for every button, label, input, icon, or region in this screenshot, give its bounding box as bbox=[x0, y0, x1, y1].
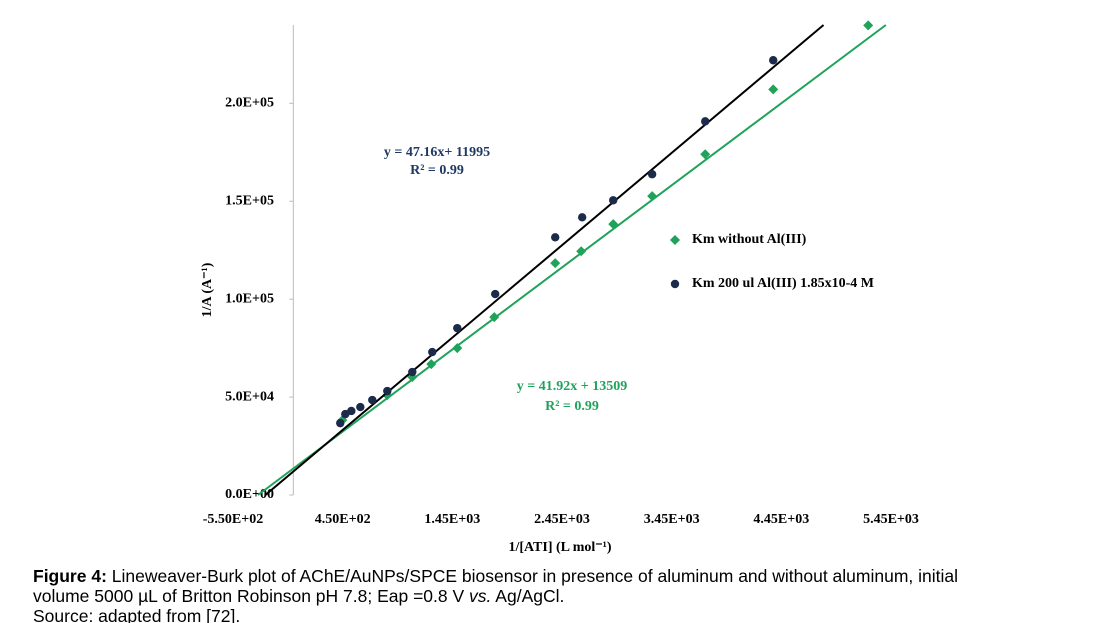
legend-marker bbox=[670, 235, 680, 245]
data-point bbox=[551, 233, 560, 242]
caption-text: volume 5000 µL of Britton Robinson pH 7.… bbox=[33, 586, 470, 606]
x-tick-label: 3.45E+03 bbox=[644, 512, 700, 527]
data-point bbox=[452, 343, 463, 354]
caption-line: Figure 4: Lineweaver-Burk plot of AChE/A… bbox=[33, 566, 958, 586]
data-point bbox=[863, 20, 874, 31]
x-axis-label: 1/[ATI] (L mol⁻¹) bbox=[508, 540, 611, 555]
data-point bbox=[347, 406, 356, 416]
y-tick-label: 5.0E+04 bbox=[225, 389, 274, 404]
x-tick-label: 4.50E+02 bbox=[315, 512, 371, 527]
trendline bbox=[257, 24, 887, 496]
data-point bbox=[426, 359, 437, 370]
data-point bbox=[701, 117, 710, 126]
y-tick-label: 1.5E+05 bbox=[225, 193, 274, 208]
x-tick-label: 2.45E+03 bbox=[534, 512, 590, 527]
chart: 1/A (A⁻¹) 1/[ATI] (L mol⁻¹) 0.0E+005.0E+… bbox=[200, 20, 919, 555]
legend-label: Km without Al(III) bbox=[692, 232, 807, 247]
data-point bbox=[368, 395, 377, 405]
data-point bbox=[428, 347, 437, 357]
caption-text: Ag/AgCl. bbox=[491, 586, 565, 606]
caption-source: Source: adapted from [72]. bbox=[33, 606, 241, 623]
y-tick-label: 1.0E+05 bbox=[225, 291, 274, 306]
data-point bbox=[408, 367, 417, 377]
caption: Figure 4: Lineweaver-Burk plot of AChE/A… bbox=[33, 566, 958, 623]
data-point bbox=[356, 402, 365, 412]
data-point bbox=[453, 323, 462, 333]
caption-text: Lineweaver-Burk plot of AChE/AuNPs/SPCE … bbox=[106, 566, 959, 586]
r-squared: R² = 0.99 bbox=[545, 399, 599, 414]
data-point bbox=[647, 191, 658, 202]
data-point bbox=[576, 246, 587, 257]
y-axis-label: 1/A (A⁻¹) bbox=[200, 262, 215, 317]
x-tick-label: -5.50E+02 bbox=[203, 512, 263, 527]
x-tick-label: 4.45E+03 bbox=[753, 512, 809, 527]
data-point bbox=[768, 84, 779, 95]
x-tick-label: 5.45E+03 bbox=[863, 512, 919, 527]
data-point bbox=[383, 386, 392, 396]
x-tick-label: 1.45E+03 bbox=[424, 512, 480, 527]
legend-label: Km 200 ul Al(III) 1.85x10-4 M bbox=[692, 276, 874, 291]
data-point bbox=[489, 312, 500, 323]
caption-line: volume 5000 µL of Britton Robinson pH 7.… bbox=[33, 586, 958, 606]
data-point bbox=[700, 149, 711, 160]
caption-label: Figure 4: bbox=[33, 566, 107, 586]
data-point bbox=[491, 289, 500, 299]
trendline bbox=[264, 24, 825, 496]
equation: y = 41.92x + 13509 bbox=[517, 379, 627, 394]
data-point bbox=[608, 219, 619, 230]
y-tick-label: 2.0E+05 bbox=[225, 96, 274, 111]
data-point bbox=[609, 196, 618, 205]
data-point bbox=[577, 213, 587, 222]
data-point bbox=[647, 170, 657, 179]
r-squared: R² = 0.99 bbox=[410, 163, 464, 178]
data-point bbox=[550, 258, 561, 269]
equation: y = 47.16x+ 11995 bbox=[384, 145, 490, 160]
caption-text: vs. bbox=[469, 586, 492, 606]
data-point bbox=[336, 418, 345, 428]
data-point bbox=[769, 56, 778, 65]
legend-marker bbox=[670, 279, 680, 289]
